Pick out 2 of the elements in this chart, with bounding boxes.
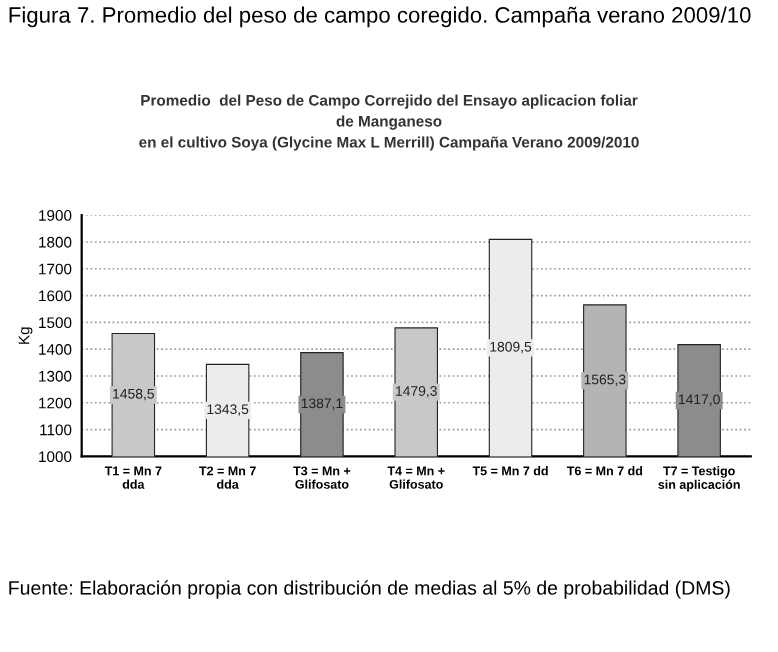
- text: Figura 7. Promedio del peso de campo coregido. Campaña verano 2009/10: [9, 6, 751, 28]
- source-note: Fuente: Elaboración propia con distribución de medias al 5% de probabilidad (DMS): [9, 580, 730, 599]
